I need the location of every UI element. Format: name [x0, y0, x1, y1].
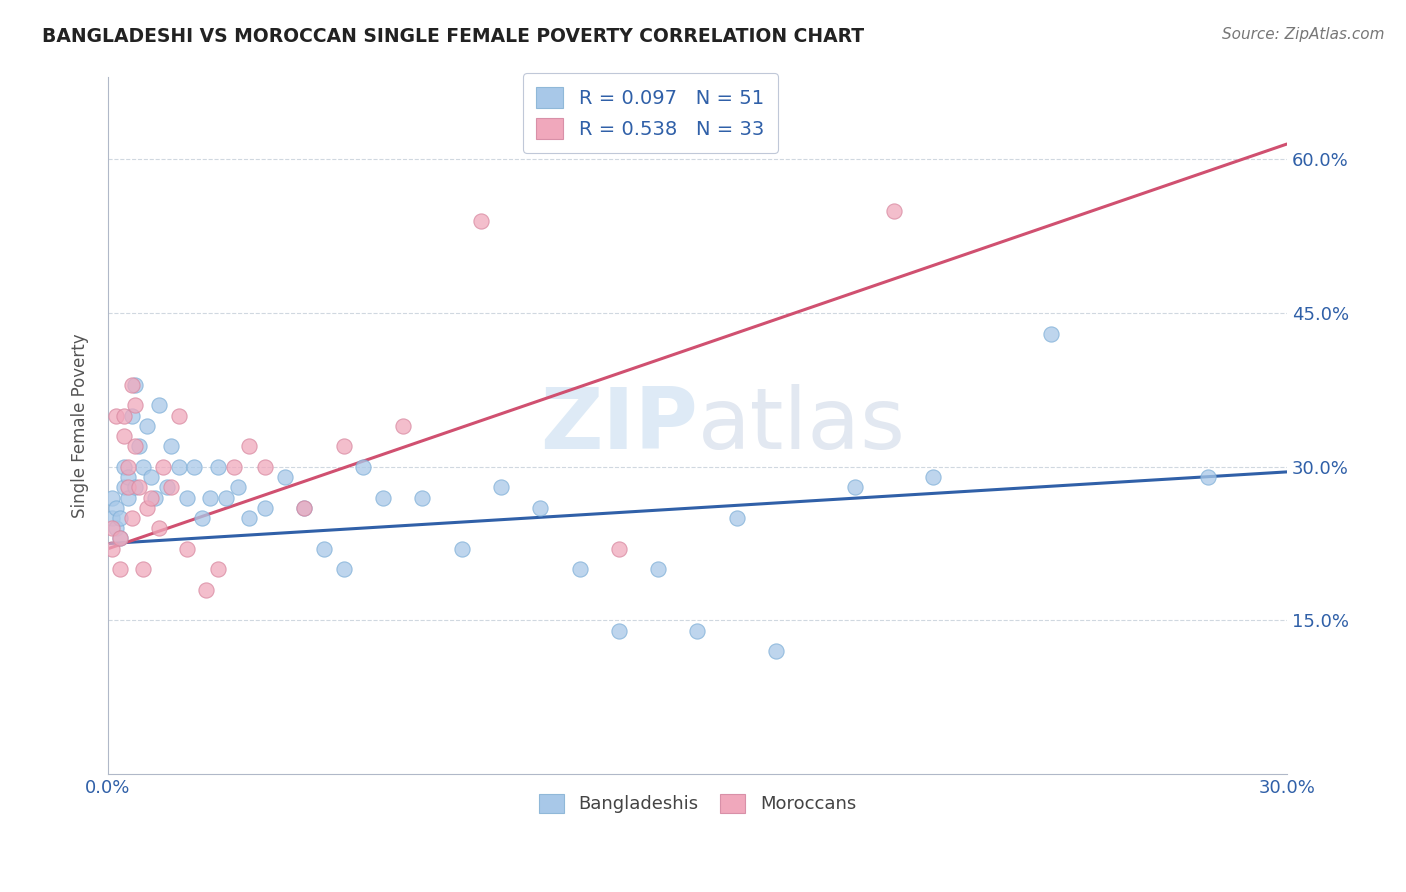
Point	[117, 470, 139, 484]
Point	[725, 511, 748, 525]
Point	[104, 521, 127, 535]
Point	[124, 480, 146, 494]
Text: ZIP: ZIP	[540, 384, 697, 467]
Point	[121, 409, 143, 423]
Point	[141, 470, 163, 484]
Point	[143, 491, 166, 505]
Point	[108, 562, 131, 576]
Point	[352, 459, 374, 474]
Point	[238, 439, 260, 453]
Point	[132, 562, 155, 576]
Point	[647, 562, 669, 576]
Point	[922, 470, 945, 484]
Point	[124, 377, 146, 392]
Point	[112, 429, 135, 443]
Point	[128, 480, 150, 494]
Point	[101, 491, 124, 505]
Point	[238, 511, 260, 525]
Point	[124, 439, 146, 453]
Point	[686, 624, 709, 638]
Point	[121, 511, 143, 525]
Point	[1197, 470, 1219, 484]
Point	[765, 644, 787, 658]
Point	[568, 562, 591, 576]
Point	[128, 439, 150, 453]
Point	[136, 500, 159, 515]
Point	[167, 409, 190, 423]
Point	[607, 541, 630, 556]
Text: atlas: atlas	[697, 384, 905, 467]
Point	[108, 511, 131, 525]
Point	[117, 459, 139, 474]
Point	[108, 532, 131, 546]
Point	[176, 541, 198, 556]
Point	[254, 500, 277, 515]
Point	[117, 480, 139, 494]
Point	[121, 377, 143, 392]
Point	[124, 398, 146, 412]
Point	[332, 439, 354, 453]
Point	[195, 582, 218, 597]
Point	[607, 624, 630, 638]
Point	[112, 459, 135, 474]
Point	[160, 480, 183, 494]
Point	[167, 459, 190, 474]
Y-axis label: Single Female Poverty: Single Female Poverty	[72, 334, 89, 518]
Point	[112, 480, 135, 494]
Point	[391, 418, 413, 433]
Point	[101, 521, 124, 535]
Point	[148, 521, 170, 535]
Point	[215, 491, 238, 505]
Point	[198, 491, 221, 505]
Point	[108, 532, 131, 546]
Point	[254, 459, 277, 474]
Point	[222, 459, 245, 474]
Point	[489, 480, 512, 494]
Point	[104, 409, 127, 423]
Point	[152, 459, 174, 474]
Point	[207, 459, 229, 474]
Point	[112, 409, 135, 423]
Point	[117, 491, 139, 505]
Point	[529, 500, 551, 515]
Point	[411, 491, 433, 505]
Legend: Bangladeshis, Moroccans: Bangladeshis, Moroccans	[527, 783, 868, 824]
Point	[191, 511, 214, 525]
Point	[104, 500, 127, 515]
Point	[332, 562, 354, 576]
Point	[226, 480, 249, 494]
Point	[183, 459, 205, 474]
Point	[136, 418, 159, 433]
Point	[844, 480, 866, 494]
Point	[371, 491, 394, 505]
Point	[141, 491, 163, 505]
Point	[207, 562, 229, 576]
Text: Source: ZipAtlas.com: Source: ZipAtlas.com	[1222, 27, 1385, 42]
Point	[176, 491, 198, 505]
Point	[156, 480, 179, 494]
Point	[148, 398, 170, 412]
Point	[101, 541, 124, 556]
Point	[450, 541, 472, 556]
Point	[160, 439, 183, 453]
Point	[883, 203, 905, 218]
Point	[470, 214, 492, 228]
Text: BANGLADESHI VS MOROCCAN SINGLE FEMALE POVERTY CORRELATION CHART: BANGLADESHI VS MOROCCAN SINGLE FEMALE PO…	[42, 27, 865, 45]
Point	[314, 541, 336, 556]
Point	[101, 511, 124, 525]
Point	[274, 470, 297, 484]
Point	[294, 500, 316, 515]
Point	[1040, 326, 1063, 341]
Point	[294, 500, 316, 515]
Point	[132, 459, 155, 474]
